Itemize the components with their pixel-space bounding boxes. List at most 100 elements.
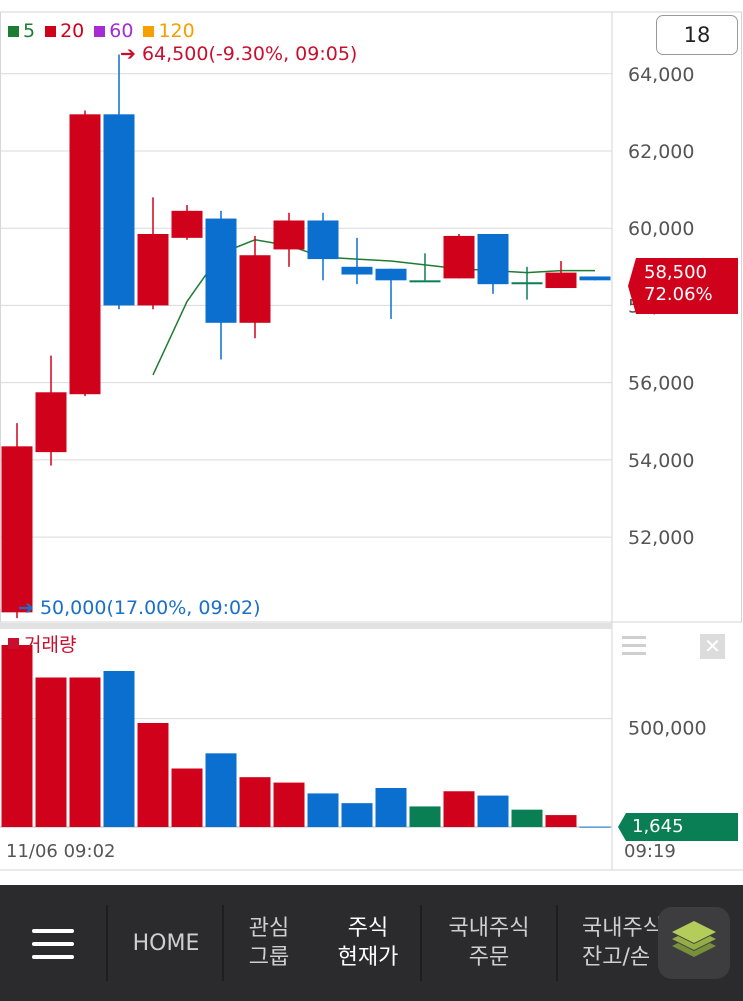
nav-home-label: HOME — [132, 930, 200, 956]
nav-domestic-balance-label-2: 잔고/손 — [582, 945, 651, 970]
candle-body — [341, 266, 373, 275]
price-tick-label: 56,000 — [628, 373, 694, 395]
candle-body — [205, 218, 237, 323]
volume-bar — [239, 777, 271, 827]
nav-divider — [106, 905, 108, 981]
period-selector[interactable]: 18 — [656, 15, 738, 55]
x-axis-end-label: 09:19 — [624, 841, 676, 862]
nav-home[interactable]: HOME — [110, 885, 222, 1001]
volume-bar — [103, 671, 135, 827]
candlestick-chart[interactable]: 64,00062,00060,00058,00056,00054,00052,0… — [0, 0, 743, 885]
legend-swatch — [94, 25, 106, 37]
layers-button[interactable] — [658, 907, 730, 979]
volume-bar — [579, 826, 611, 828]
nav-domestic-order-label-2: 주문 — [468, 945, 510, 970]
volume-bar — [69, 677, 101, 827]
candle-body — [477, 233, 509, 285]
high-price-annotation: ➔ 64,500(-9.30%, 09:05) — [120, 43, 357, 65]
nav-watch-group-label-1: 관심 — [248, 916, 290, 941]
volume-bar — [511, 809, 543, 827]
volume-bar — [443, 791, 475, 827]
price-tick-label: 64,000 — [628, 64, 694, 86]
legend-label: 60 — [109, 20, 134, 42]
moving-average-legend: 5 20 60 120 — [8, 20, 201, 42]
volume-bar — [409, 806, 441, 827]
panel-splitter — [0, 623, 612, 629]
nav-current-price-label-2: 현재가 — [337, 945, 399, 970]
volume-tick-label: 500,000 — [628, 718, 707, 740]
bottom-navigation: HOME 관심 그룹 주식 현재가 국내주식 주문 국내주식 잔고/손 — [0, 885, 743, 1001]
nav-domestic-balance-label-1: 국내주식 — [582, 916, 663, 941]
current-price-tag: 58,500 72.06% — [628, 258, 738, 314]
volume-legend: 거래량 — [8, 630, 76, 657]
legend-item-ma60: 60 — [94, 20, 133, 42]
legend-swatch — [45, 25, 57, 37]
arrow-right-icon: ➔ — [120, 43, 136, 65]
candle-body — [103, 114, 135, 306]
legend-item-ma120: 120 — [143, 20, 195, 42]
candle-body — [69, 114, 101, 395]
current-volume: 1,645 — [632, 816, 684, 837]
nav-domestic-order-label-1: 국내주식 — [448, 916, 530, 941]
nav-domestic-order[interactable]: 국내주식 주문 — [422, 885, 556, 1001]
nav-current-price-label-1: 주식 — [347, 916, 389, 941]
candle-body — [137, 233, 169, 306]
nav-divider — [420, 905, 422, 981]
close-icon[interactable]: ✕ — [700, 634, 725, 659]
x-axis-start-label: 11/06 09:02 — [6, 841, 116, 862]
legend-label: 20 — [60, 20, 85, 42]
price-tick-label: 62,000 — [628, 141, 694, 163]
nav-domestic-balance[interactable]: 국내주식 잔고/손 — [560, 885, 680, 1001]
candle-body — [409, 280, 441, 283]
legend-swatch — [143, 25, 155, 37]
volume-bar — [375, 788, 407, 827]
volume-bar — [35, 677, 67, 827]
legend-item-ma5: 5 — [8, 20, 35, 42]
nav-stock-current-price[interactable]: 주식 현재가 — [316, 885, 420, 1001]
legend-item-ma20: 20 — [45, 20, 84, 42]
candle-body — [545, 272, 577, 289]
arrow-right-icon: ➔ — [18, 597, 34, 619]
volume-bar — [477, 795, 509, 827]
candle-body — [1, 446, 33, 613]
volume-bar — [545, 815, 577, 827]
price-panel-frame — [0, 11, 742, 623]
low-price-annotation: ➔ 50,000(17.00%, 09:02) — [18, 597, 261, 619]
candle-body — [375, 268, 407, 281]
volume-bar — [205, 753, 237, 827]
legend-label: 5 — [23, 20, 36, 42]
candle-body — [35, 392, 67, 453]
candle-body — [273, 220, 305, 250]
volume-bar — [137, 723, 169, 827]
chart-area[interactable]: 64,00062,00060,00058,00056,00054,00052,0… — [0, 0, 743, 885]
candle-body — [307, 220, 339, 260]
candle-body — [579, 276, 611, 281]
current-volume-tag: 1,645 — [618, 813, 738, 841]
candle-body — [239, 255, 271, 323]
volume-bar — [1, 645, 33, 827]
main-menu-button[interactable] — [0, 885, 106, 1001]
volume-label: 거래량 — [24, 634, 77, 656]
nav-watch-group[interactable]: 관심 그룹 — [224, 885, 314, 1001]
price-tick-label: 54,000 — [628, 450, 694, 472]
price-tick-label: 52,000 — [628, 527, 694, 549]
nav-divider — [222, 905, 224, 981]
volume-bar — [171, 768, 203, 827]
candle-body — [171, 210, 203, 238]
price-tick-label: 60,000 — [628, 218, 694, 240]
hamburger-icon[interactable] — [622, 636, 646, 658]
legend-swatch — [8, 25, 19, 37]
layers-icon — [672, 921, 716, 957]
candle-body — [511, 282, 543, 285]
nav-watch-group-label-2: 그룹 — [248, 945, 290, 970]
nav-divider — [556, 905, 558, 981]
current-price: 58,500 — [644, 262, 707, 283]
volume-bar — [307, 793, 339, 827]
volume-bar — [341, 803, 373, 827]
volume-bar — [273, 782, 305, 827]
legend-label: 120 — [158, 20, 195, 42]
high-price-text: 64,500(-9.30%, 09:05) — [141, 43, 358, 65]
current-change: 72.06% — [644, 284, 713, 305]
low-price-text: 50,000(17.00%, 09:02) — [39, 597, 261, 619]
volume-legend-swatch — [8, 638, 19, 649]
